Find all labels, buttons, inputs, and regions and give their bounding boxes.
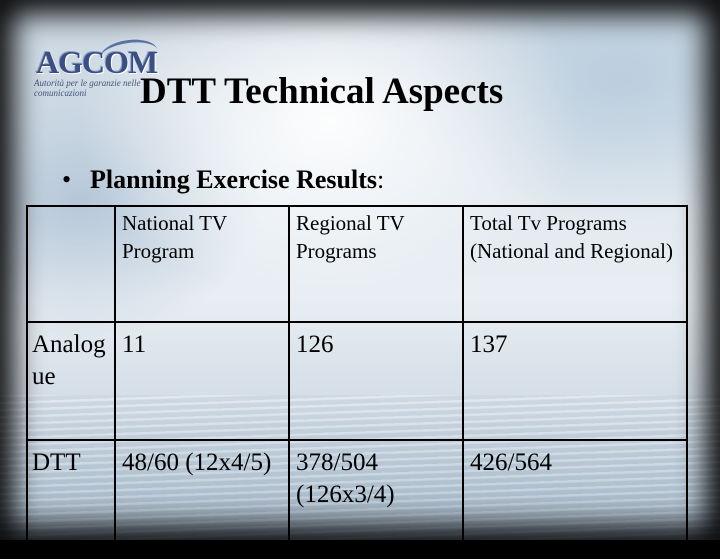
cell-national: 48/60 (12x4/5) [114, 439, 290, 559]
row-label-dtt: DTT [26, 439, 116, 559]
row-label-analogue: Analogue [26, 321, 116, 441]
logo-tagline: Autorità per le garanzie nelle comunicaz… [34, 78, 141, 98]
row-label-text: Analogue [32, 331, 106, 390]
cell-total: 137 [462, 321, 688, 441]
cell-national: 11 [114, 321, 290, 441]
header-national: National TV Program [114, 205, 290, 323]
header-total: Total Tv Programs (National and Regional… [462, 205, 688, 323]
table-row: DTT 48/60 (12x4/5) 378/504 (126x3/4) 426… [26, 439, 688, 559]
table-header-row: National TV Program Regional TV Programs… [26, 205, 688, 323]
results-table: National TV Program Regional TV Programs… [26, 205, 688, 559]
logo-mark: AGCOM [36, 44, 158, 80]
bullet-marker: • [62, 165, 72, 194]
slide-title: DTT Technical Aspects [140, 71, 504, 112]
agcom-logo: AGCOM Autorità per le garanzie nelle com… [30, 36, 180, 102]
bullet-text: Planning Exercise Results [90, 165, 377, 194]
table-row: Analogue 11 126 137 [26, 321, 688, 441]
header-empty-cell [26, 205, 116, 323]
cell-total: 426/564 [462, 439, 688, 559]
cell-regional: 378/504 (126x3/4) [288, 439, 464, 559]
bullet-suffix: : [376, 165, 385, 194]
cell-regional: 126 [288, 321, 464, 441]
bullet-item: • Planning Exercise Results: [62, 165, 384, 195]
header-regional: Regional TV Programs [288, 205, 464, 323]
